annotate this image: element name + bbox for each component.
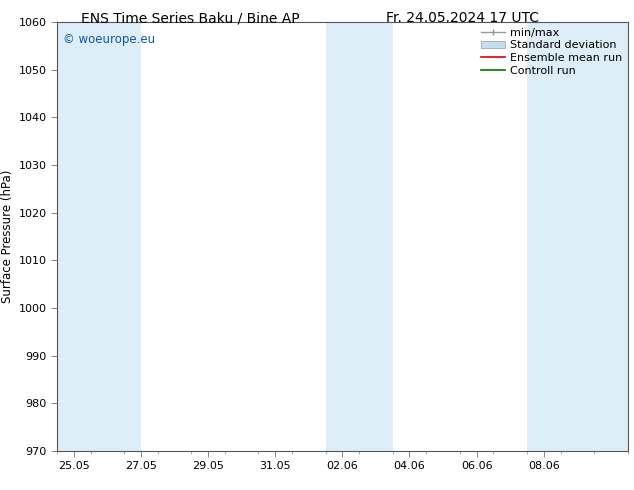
Bar bbox=[527, 22, 628, 451]
Legend: min/max, Standard deviation, Ensemble mean run, Controll run: min/max, Standard deviation, Ensemble me… bbox=[479, 25, 624, 78]
Text: ENS Time Series Baku / Bine AP: ENS Time Series Baku / Bine AP bbox=[81, 11, 299, 25]
Bar bbox=[326, 22, 392, 451]
Text: © woeurope.eu: © woeurope.eu bbox=[63, 33, 155, 46]
Bar bbox=[57, 22, 141, 451]
Text: Fr. 24.05.2024 17 UTC: Fr. 24.05.2024 17 UTC bbox=[386, 11, 540, 25]
Y-axis label: Surface Pressure (hPa): Surface Pressure (hPa) bbox=[1, 170, 15, 303]
